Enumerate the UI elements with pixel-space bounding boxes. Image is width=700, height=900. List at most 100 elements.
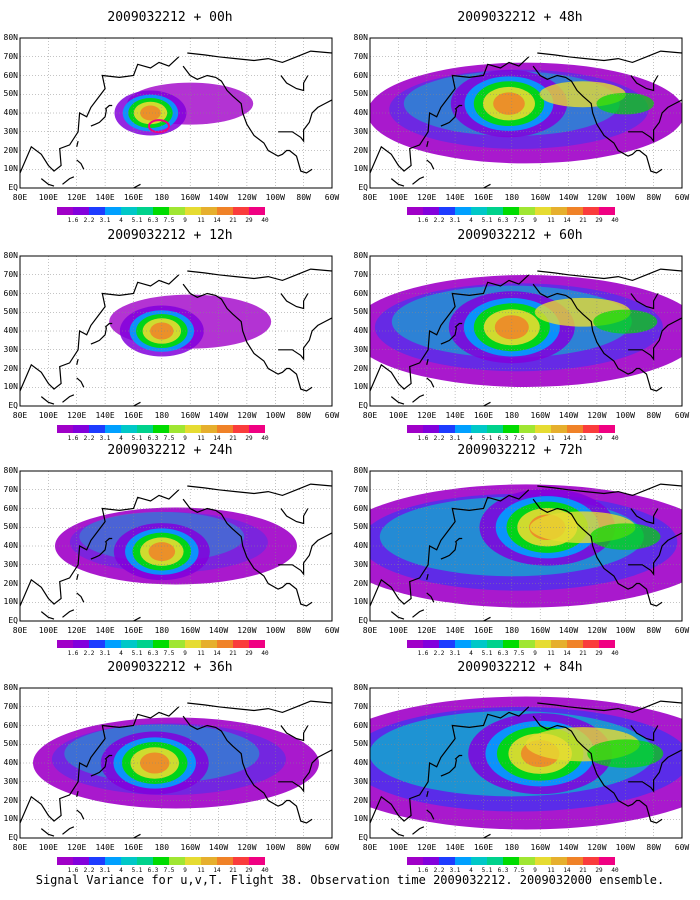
coastline	[280, 75, 309, 92]
colorbar-segment	[503, 857, 519, 865]
latitude-label: 40N	[353, 108, 368, 117]
colorbar-segment	[185, 425, 201, 433]
colorbar-tick-label: 5.1	[131, 435, 143, 442]
longitude-label: 160W	[530, 411, 550, 420]
latitude-label: 20N	[3, 795, 18, 805]
colorbar-tick-label: 6.3	[147, 867, 159, 874]
coastline	[40, 178, 55, 187]
coastline	[76, 358, 79, 365]
colorbar-tick-label: 14	[563, 435, 571, 442]
colorbar-segment	[583, 640, 599, 648]
latitude-label: 20N	[353, 578, 368, 588]
latitude-label: 70N	[3, 269, 18, 279]
colorbar-tick-label: 3.1	[449, 867, 461, 874]
figure-caption: Signal Variance for u,v,T. Flight 38. Ob…	[35, 873, 665, 887]
colorbar-segment	[471, 640, 487, 648]
colorbar-segment	[89, 857, 105, 865]
colorbar-segment	[487, 640, 503, 648]
colorbar-tick-label: 29	[595, 867, 603, 874]
longitude-label: 160E	[473, 843, 494, 852]
colorbar-tick-label: 9	[183, 435, 187, 442]
colorbar-segment	[169, 207, 185, 215]
variance-contour	[493, 92, 525, 115]
latitude-label: 30N	[353, 344, 368, 354]
map-frame	[19, 687, 333, 839]
colorbar-segment	[233, 425, 249, 433]
colorbar-segment	[455, 207, 471, 215]
longitude-label: 100E	[388, 626, 408, 635]
colorbar-tick-label: 9	[533, 867, 537, 874]
latitude-label: 40N	[353, 541, 368, 550]
latitude-label: 50N	[353, 522, 368, 532]
colorbar-tick-label: 3.1	[449, 217, 461, 224]
latitude-label: 70N	[353, 51, 368, 61]
latitude-label: 10N	[3, 164, 18, 174]
map-frame	[369, 255, 683, 407]
coastline	[133, 616, 141, 621]
longitude-label: 80W	[646, 411, 661, 420]
colorbar-segment	[583, 425, 599, 433]
latitude-label: 70N	[3, 701, 18, 711]
variance-map	[19, 470, 333, 622]
colorbar-segment	[503, 425, 519, 433]
colorbar-tick-label: 5.1	[481, 217, 493, 224]
longitude-label: 160W	[180, 626, 200, 635]
colorbar-segment	[567, 640, 583, 648]
colorbar-tick-label: 3.1	[99, 217, 111, 224]
latitude-label: 80N	[353, 33, 368, 42]
latitude-label: 10N	[353, 382, 368, 392]
latitude-label: 50N	[353, 89, 368, 99]
longitude-label: 100W	[615, 626, 635, 635]
colorbar-tick-label: 5.1	[481, 435, 493, 442]
colorbar-tick-label: 29	[245, 217, 253, 224]
latitude-label: 10N	[353, 814, 368, 824]
coastline	[182, 715, 313, 824]
colorbar-tick-label: 14	[563, 650, 571, 657]
coastline	[537, 483, 682, 497]
colorbar-segment	[439, 857, 455, 865]
longitude-label: 140E	[95, 626, 115, 635]
colorbar-segment	[89, 640, 105, 648]
coastline	[426, 159, 435, 170]
coastline	[440, 759, 458, 777]
coastline	[182, 65, 313, 174]
colorbar-segment	[249, 207, 265, 215]
latitude-label: 10N	[3, 814, 18, 824]
latitude-label: EQ	[358, 616, 368, 625]
latitude-label: 60N	[3, 503, 18, 513]
coastline	[187, 483, 332, 497]
colorbar-segment	[217, 425, 233, 433]
colorbar-tick-label: 1.6	[417, 217, 429, 224]
coastline	[454, 754, 463, 760]
colorbar-tick-label: 6.3	[497, 435, 509, 442]
coastline	[532, 715, 663, 824]
panel-title: 2009032212 + 72h	[457, 443, 583, 458]
coastline	[390, 611, 405, 620]
variance-contour	[140, 105, 161, 121]
longitude-label: 140W	[558, 626, 579, 635]
coastline	[454, 322, 463, 328]
longitude-label: 100E	[38, 626, 58, 635]
longitude-label: 60W	[324, 626, 340, 635]
latitude-label: 60N	[3, 720, 18, 730]
colorbar-tick-label: 40	[261, 650, 269, 657]
colorbar-tick-label: 5.1	[131, 217, 143, 224]
latitude-label: 20N	[353, 363, 368, 373]
coastline	[412, 394, 425, 403]
longitude-label: 80E	[12, 626, 28, 635]
latitude-label: 40N	[3, 541, 18, 550]
latitude-label: 40N	[3, 758, 18, 767]
coastline	[630, 293, 659, 310]
latitude-label: 30N	[3, 776, 18, 786]
colorbar-segment	[153, 640, 169, 648]
coastline	[20, 56, 180, 174]
colorbar-tick-label: 9	[183, 867, 187, 874]
variance-map	[19, 37, 333, 189]
latitude-label: 80N	[353, 466, 368, 475]
longitude-label: 60W	[674, 626, 690, 635]
forecast-panel: 2009032212 + 48h 80N 70N 60N 50N 40N 30N 20N 10N…	[350, 10, 690, 225]
latitude-label: 60N	[353, 503, 368, 513]
longitude-label: 100E	[38, 843, 58, 852]
colorbar-tick-label: 4	[469, 867, 473, 874]
colorbar-tick-label: 5.1	[481, 867, 493, 874]
